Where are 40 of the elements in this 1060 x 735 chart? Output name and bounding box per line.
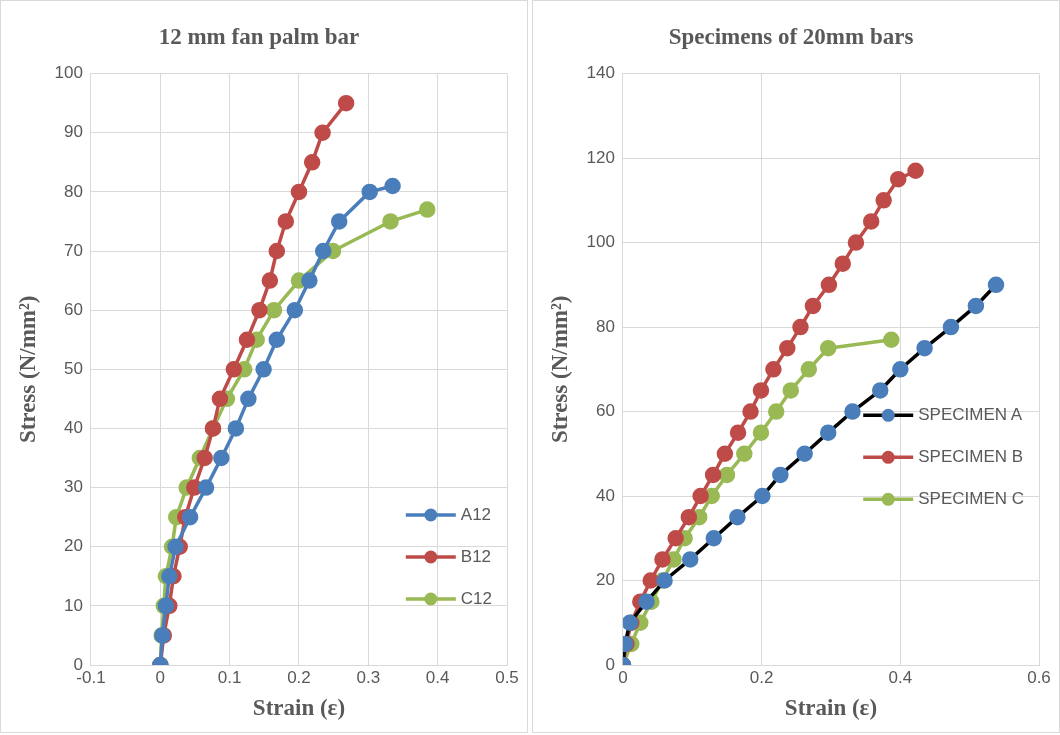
x-tick-label: 0.3 (356, 667, 381, 687)
y-tick-label: 0 (605, 654, 615, 674)
y-axis-title: Stress (N/mm²) (14, 295, 40, 444)
legend-label: SPECIMEN B (918, 446, 1024, 466)
chart-title: Specimens of 20mm bars (668, 23, 914, 49)
legend-label: SPECIMEN A (918, 404, 1023, 424)
legend-label: SPECIMEN C (918, 488, 1024, 508)
y-tick-label: 60 (64, 299, 83, 319)
y-tick-label: 40 (596, 485, 615, 505)
x-tick-label: 0.2 (287, 667, 311, 687)
x-axis-title: Strain (ε) (784, 695, 878, 721)
y-tick-label: 20 (64, 536, 83, 556)
legend-label: B12 (460, 546, 492, 566)
y-axis-title: Stress (N/mm²) (546, 295, 572, 444)
x-tick-label: 0.4 (425, 667, 450, 687)
y-tick-label: 100 (586, 232, 615, 252)
y-tick-label: 10 (64, 595, 83, 615)
y-tick-label: 60 (596, 401, 615, 421)
y-tick-label: 140 (586, 63, 615, 83)
x-axis-title: Strain (ε) (252, 695, 346, 721)
x-tick-label: 0.5 (495, 667, 519, 687)
y-tick-label: 80 (64, 181, 83, 201)
y-tick-label: 30 (64, 477, 83, 497)
x-tick-label: 0.6 (1027, 667, 1051, 687)
y-tick-label: 120 (586, 147, 615, 167)
x-tick-label: 0 (618, 667, 628, 687)
chart-title: 12 mm fan palm bar (158, 23, 360, 49)
y-tick-label: 20 (596, 570, 615, 590)
y-tick-label: 40 (64, 418, 83, 438)
y-tick-label: 90 (64, 122, 83, 142)
y-tick-label: 80 (596, 316, 615, 336)
x-tick-label: 0.2 (749, 667, 774, 687)
y-tick-label: 100 (54, 63, 83, 83)
y-tick-label: 70 (64, 240, 83, 260)
x-tick-label: 0 (155, 667, 166, 687)
y-tick-label: 50 (64, 358, 83, 378)
legend-label: A12 (460, 504, 492, 524)
legend-label: C12 (460, 588, 492, 608)
x-tick-label: 0.1 (217, 667, 242, 687)
x-tick-label: 0.4 (888, 667, 913, 687)
